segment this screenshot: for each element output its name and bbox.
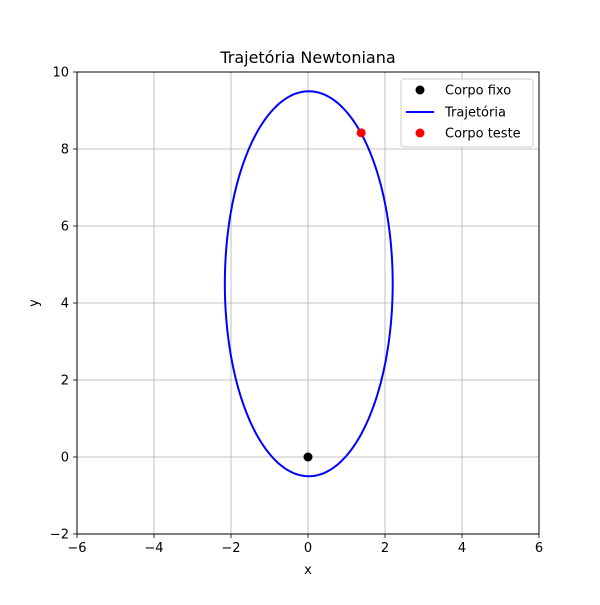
x-tick-label: −2	[221, 541, 240, 556]
x-tick-label: 6	[535, 541, 543, 556]
legend-box	[400, 78, 534, 148]
y-tick-label: 0	[61, 451, 69, 466]
x-tick-label: 4	[458, 541, 466, 556]
legend-marker-corpo-teste	[415, 128, 425, 138]
axis-ticks: −6 −4 −2 0 2 4 6 −2 0 2 4 6 8 10	[50, 66, 543, 557]
legend-label-trajetoria: Trajetória	[444, 106, 506, 121]
legend-label-corpo-teste: Corpo teste	[445, 127, 521, 142]
data-points	[303, 128, 366, 462]
legend-marker-corpo-fixo	[415, 85, 425, 95]
test-body-point	[356, 128, 366, 138]
chart-title: Trajetória Newtoniana	[219, 48, 395, 67]
y-tick-label: 10	[52, 66, 69, 81]
x-tick-label: 0	[304, 541, 312, 556]
x-axis-label: x	[304, 563, 312, 578]
x-tick-label: 2	[381, 541, 389, 556]
legend-label-corpo-fixo: Corpo fixo	[445, 84, 511, 99]
y-tick-label: 6	[61, 220, 69, 235]
y-tick-label: 4	[61, 297, 69, 312]
y-tick-label: −2	[50, 528, 69, 543]
legend: Corpo fixo Trajetória Corpo teste	[400, 78, 534, 148]
trajectory-line	[223, 90, 394, 478]
x-tick-label: −4	[144, 541, 163, 556]
fixed-body-point	[303, 452, 313, 462]
y-tick-label: 8	[61, 143, 69, 158]
y-tick-label: 2	[61, 374, 69, 389]
x-tick-label: −6	[67, 541, 86, 556]
y-axis-label: y	[27, 299, 42, 307]
